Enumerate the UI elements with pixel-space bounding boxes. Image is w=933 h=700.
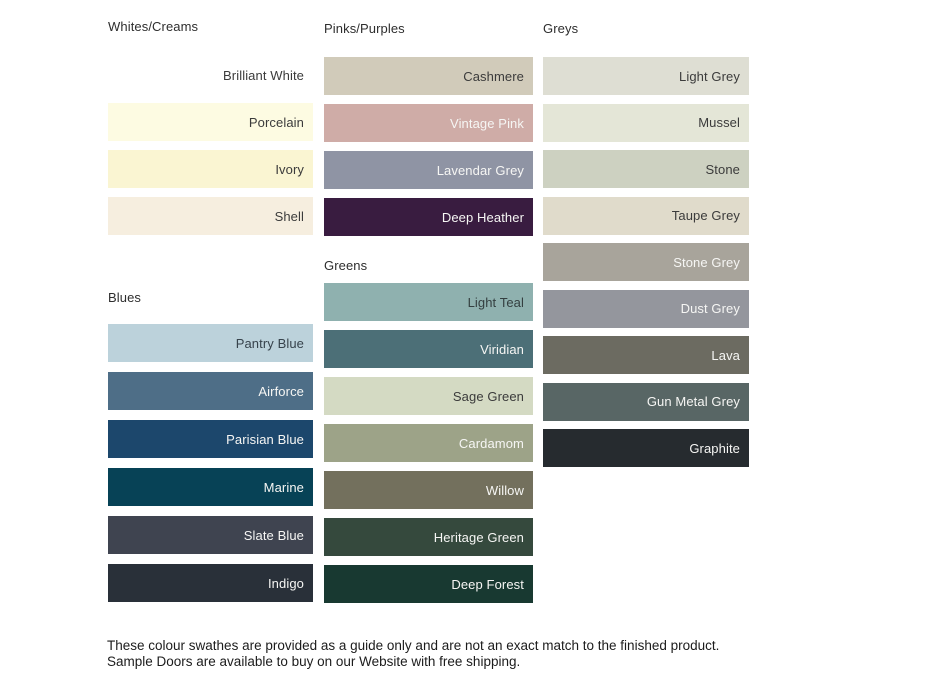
swatch-label: Deep Forest <box>451 576 524 592</box>
swatch-taupe-grey: Taupe Grey <box>543 196 749 235</box>
swatch-heritage-green: Heritage Green <box>324 518 533 556</box>
swatch-label: Stone Grey <box>673 254 740 270</box>
swatch-shell: Shell <box>108 197 313 235</box>
swatch-vintage-pink: Vintage Pink <box>324 104 533 142</box>
swatch-label: Lavendar Grey <box>436 162 524 178</box>
column-whites-blues: Whites/Creams Brilliant White Porcelain … <box>108 0 313 612</box>
swatch-label: Indigo <box>267 575 304 591</box>
swatch-ivory: Ivory <box>108 150 313 188</box>
swatch-label: Pantry Blue <box>235 335 304 351</box>
group-pinks-purples: Pinks/Purples Cashmere Vintage Pink Lave… <box>324 21 533 236</box>
swatch-sage-green: Sage Green <box>324 377 533 415</box>
swatch-dust-grey: Dust Grey <box>543 289 749 328</box>
swatch-label: Deep Heather <box>441 209 524 225</box>
swatch-parisian-blue: Parisian Blue <box>108 420 313 458</box>
group-header-whites-creams: Whites/Creams <box>108 19 199 34</box>
swatch-label: Gun Metal Grey <box>646 394 740 409</box>
group-header-pinks-purples: Pinks/Purples <box>324 21 405 36</box>
swatch-label: Sage Green <box>452 388 524 404</box>
swatch-mussel: Mussel <box>543 103 749 142</box>
swatch-light-teal: Light Teal <box>324 283 533 321</box>
swatch-indigo: Indigo <box>108 564 313 602</box>
swatch-label: Taupe Grey <box>671 208 740 223</box>
swatch-pantry-blue: Pantry Blue <box>108 324 313 362</box>
swatch-label: Light Grey <box>679 68 740 84</box>
swatch-stone-grey: Stone Grey <box>543 243 749 281</box>
group-header-blues: Blues <box>108 290 142 305</box>
swatch-lava: Lava <box>543 336 749 374</box>
swatch-graphite: Graphite <box>543 429 749 467</box>
swatch-deep-heather: Deep Heather <box>324 198 533 236</box>
swatch-viridian: Viridian <box>324 330 533 368</box>
swatch-stone: Stone <box>543 150 749 188</box>
disclaimer-text: These colour swathes are provided as a g… <box>107 638 727 669</box>
swatch-label: Slate Blue <box>243 527 304 543</box>
swatch-label: Cardamom <box>458 435 524 451</box>
swatch-label: Light Teal <box>467 294 524 310</box>
swatch-deep-forest: Deep Forest <box>324 565 533 603</box>
swatch-label: Heritage Green <box>433 529 524 545</box>
column-pinks-greens: Pinks/Purples Cashmere Vintage Pink Lave… <box>324 0 533 612</box>
swatch-light-grey: Light Grey <box>543 57 749 95</box>
swatch-label: Marine <box>263 479 304 495</box>
group-whites-creams: Whites/Creams Brilliant White Porcelain … <box>108 19 313 235</box>
swatch-cashmere: Cashmere <box>324 57 533 95</box>
swatch-label: Graphite <box>689 440 740 456</box>
swatch-label: Porcelain <box>248 114 304 130</box>
group-header-greys: Greys <box>543 21 579 36</box>
swatch-label: Dust Grey <box>680 301 740 316</box>
swatch-label: Lava <box>711 347 740 363</box>
group-header-greens: Greens <box>324 258 368 273</box>
swatch-slate-blue: Slate Blue <box>108 516 313 554</box>
swatch-gun-metal-grey: Gun Metal Grey <box>543 382 749 421</box>
swatch-label: Vintage Pink <box>450 115 524 131</box>
swatch-label: Cashmere <box>463 68 524 84</box>
swatch-label: Stone <box>705 161 740 177</box>
group-blues: Blues Pantry Blue Airforce Parisian Blue… <box>108 290 313 602</box>
group-greys: Greys Light Grey Mussel Stone Taupe Grey… <box>543 21 749 467</box>
swatch-brilliant-white: Brilliant White <box>108 56 313 94</box>
swatch-label: Airforce <box>258 383 304 399</box>
swatch-label: Willow <box>485 482 524 498</box>
swatch-airforce: Airforce <box>108 372 313 410</box>
swatch-willow: Willow <box>324 471 533 509</box>
swatch-cardamom: Cardamom <box>324 424 533 462</box>
swatch-label: Brilliant White <box>223 67 304 83</box>
group-greens: Greens Light Teal Viridian Sage Green Ca… <box>324 258 533 603</box>
swatch-marine: Marine <box>108 468 313 506</box>
swatch-porcelain: Porcelain <box>108 103 313 141</box>
swatch-label: Viridian <box>480 341 524 357</box>
swatch-label: Shell <box>274 208 304 224</box>
column-greys: Greys Light Grey Mussel Stone Taupe Grey… <box>543 0 749 476</box>
swatch-label: Mussel <box>698 115 740 130</box>
swatch-label: Ivory <box>275 161 304 177</box>
swatch-lavendar-grey: Lavendar Grey <box>324 151 533 189</box>
swatch-label: Parisian Blue <box>226 431 304 447</box>
